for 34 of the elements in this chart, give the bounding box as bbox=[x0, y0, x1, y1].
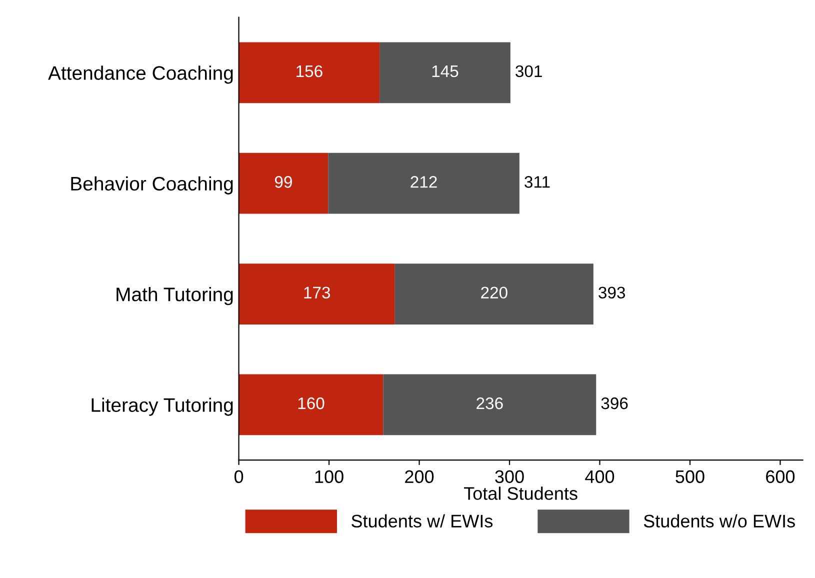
data-label: 236 bbox=[476, 397, 503, 410]
x-tick-label: 100 bbox=[315, 470, 344, 484]
bar bbox=[238, 152, 328, 214]
bar bbox=[380, 42, 510, 104]
bar bbox=[238, 264, 395, 324]
legend-label: Students w/ EWIs bbox=[352, 514, 493, 528]
x-tick-label: 300 bbox=[495, 470, 524, 484]
legend-label: Students w/o EWIs bbox=[644, 514, 795, 528]
total-label: 396 bbox=[601, 397, 628, 410]
total-label: 301 bbox=[516, 65, 542, 78]
bar bbox=[328, 152, 520, 214]
bar bbox=[383, 374, 596, 436]
total-label: 311 bbox=[524, 176, 550, 188]
x-tick-label: 200 bbox=[405, 470, 434, 484]
data-label: 99 bbox=[274, 176, 292, 188]
bar bbox=[238, 374, 384, 436]
data-label: 212 bbox=[410, 176, 437, 188]
total-label: 393 bbox=[598, 286, 626, 299]
data-label: 220 bbox=[481, 286, 508, 299]
x-axis-title: Total Students bbox=[464, 486, 578, 500]
data-label: 173 bbox=[304, 286, 330, 299]
x-tick-label: 500 bbox=[676, 470, 704, 484]
bar bbox=[394, 264, 594, 324]
y-tick-label: Attendance Coaching bbox=[48, 66, 233, 84]
data-label: 160 bbox=[298, 397, 324, 410]
y-tick-label: Literacy Tutoring bbox=[92, 398, 233, 416]
y-tick-label: Behavior Coaching bbox=[71, 176, 233, 194]
x-tick-label: 600 bbox=[766, 470, 795, 484]
bar bbox=[238, 42, 380, 104]
x-tick-label: 0 bbox=[234, 470, 244, 484]
data-label: 145 bbox=[432, 66, 458, 78]
x-tick-label: 400 bbox=[585, 470, 614, 484]
y-tick-label: Math Tutoring bbox=[116, 287, 233, 306]
data-label: 156 bbox=[296, 65, 322, 78]
